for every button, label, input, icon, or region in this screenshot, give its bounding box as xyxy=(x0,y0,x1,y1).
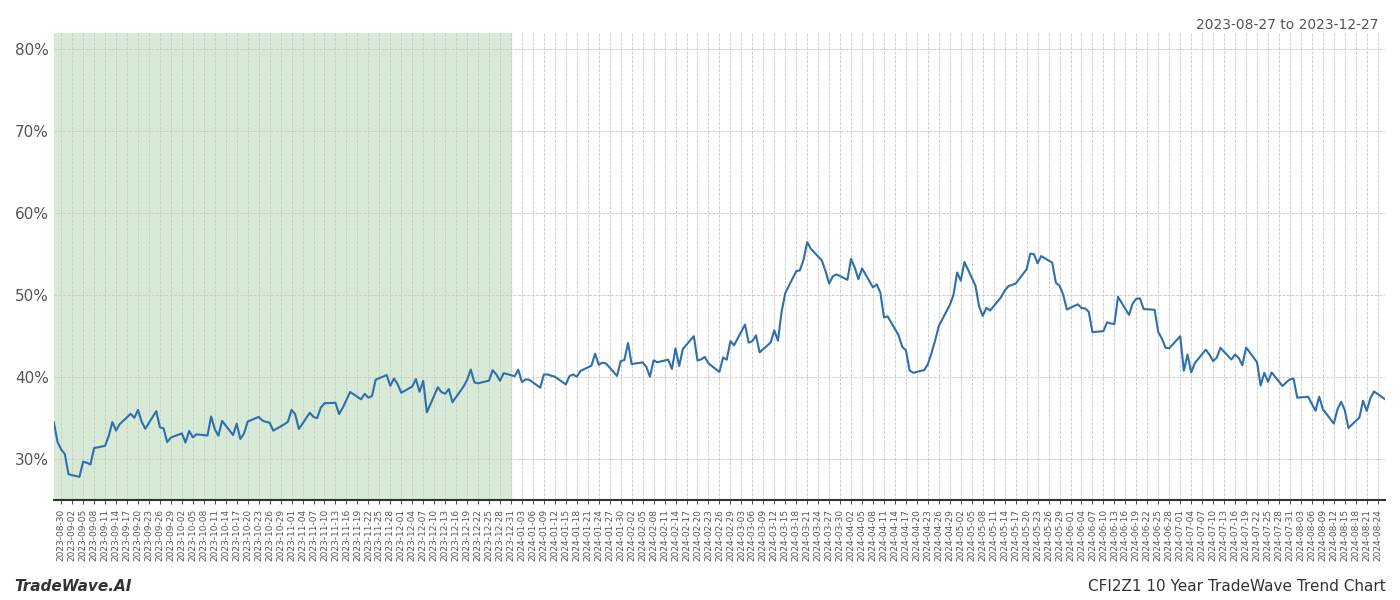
Text: CFI2Z1 10 Year TradeWave Trend Chart: CFI2Z1 10 Year TradeWave Trend Chart xyxy=(1088,579,1386,594)
Bar xyxy=(50,33,511,500)
Text: TradeWave.AI: TradeWave.AI xyxy=(14,579,132,594)
Text: 2023-08-27 to 2023-12-27: 2023-08-27 to 2023-12-27 xyxy=(1197,18,1379,32)
